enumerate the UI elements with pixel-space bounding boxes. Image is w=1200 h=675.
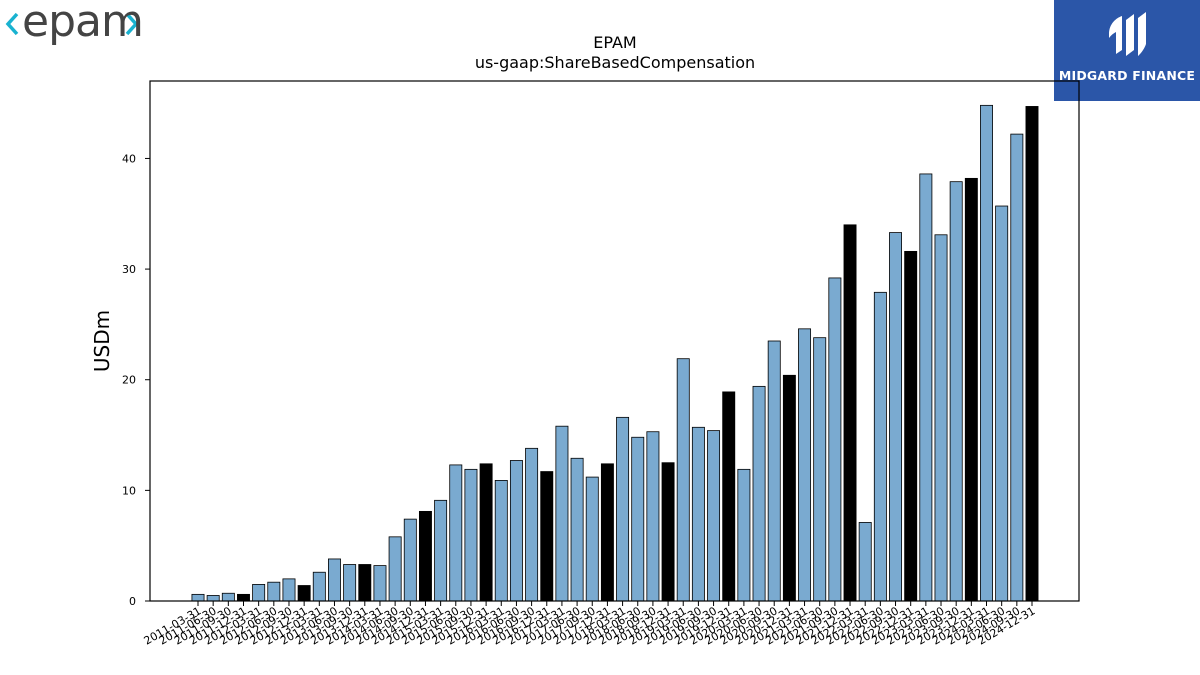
bar-2012-12-31: [297, 585, 311, 602]
bar-2018-06-30: [631, 436, 645, 602]
y-tick-label: 40: [122, 152, 136, 165]
bar-2012-06-30: [267, 581, 281, 602]
midgard-finance-text: MIDGARD FINANCE: [1058, 68, 1196, 83]
bar-2015-12-31: [479, 463, 493, 602]
x-axis: 2011-03-312011-06-302011-09-302011-12-31…: [142, 601, 1038, 648]
bar-2018-03-31: [616, 416, 630, 602]
bar-2015-06-30: [449, 464, 463, 602]
bar-2021-09-30: [828, 277, 842, 602]
bar-2012-03-31: [252, 584, 266, 602]
chart-title: EPAM: [593, 33, 636, 52]
y-axis-label: USDm: [90, 310, 114, 372]
bar-2024-09-30: [1010, 133, 1024, 602]
bar-2024-03-31: [980, 104, 993, 602]
bar-2011-06-30: [206, 595, 220, 602]
epam-logo: epam: [2, 0, 152, 56]
bar-2021-06-30: [813, 337, 827, 602]
bar-2023-12-31: [964, 177, 978, 602]
chart-subtitle: us-gaap:ShareBasedCompensation: [475, 53, 755, 72]
bar-2014-09-30: [403, 518, 417, 602]
bar-2019-06-30: [691, 426, 705, 602]
bar-2024-06-30: [995, 205, 1009, 602]
bar-2017-09-30: [585, 476, 599, 602]
y-tick-label: 30: [122, 263, 136, 276]
plot-frame: [149, 80, 1080, 602]
bar-2013-06-30: [328, 558, 341, 602]
bar-2021-03-31: [798, 328, 812, 602]
bar-2011-03-31: [191, 593, 205, 602]
bar-2019-12-31: [722, 391, 736, 602]
epam-logo-text: epam: [22, 0, 144, 47]
bar-2011-12-31: [237, 593, 250, 602]
bar-2013-03-31: [312, 571, 326, 602]
bar-2021-12-31: [843, 224, 857, 602]
bar-2023-06-30: [934, 234, 948, 602]
bar-2014-06-30: [388, 536, 402, 602]
bar-2014-12-31: [418, 510, 432, 602]
bar-2017-06-30: [570, 457, 584, 602]
bar-2018-09-30: [646, 431, 660, 602]
bar-2020-06-30: [752, 385, 766, 602]
bar-2014-03-31: [373, 565, 387, 602]
bar-2017-03-31: [555, 425, 569, 602]
bar-2015-03-31: [434, 499, 448, 602]
bar-2020-12-31: [782, 374, 796, 602]
bar-2019-09-30: [707, 430, 721, 602]
y-tick-label: 10: [122, 484, 136, 497]
bars-group: [191, 104, 1039, 602]
bar-2015-09-30: [464, 468, 478, 602]
midgard-finance-logo: MIDGARD FINANCE: [1054, 0, 1200, 101]
bar-2024-12-31: [1025, 106, 1039, 602]
left-bracket-icon: [5, 12, 19, 36]
midgard-mark-icon: [1109, 12, 1146, 56]
y-axis: 0 10 20 30 40: [122, 152, 150, 608]
right-bracket-icon: [125, 12, 139, 36]
bar-2016-03-31: [494, 480, 508, 602]
bar-2020-03-31: [737, 468, 751, 602]
bar-2022-09-30: [889, 232, 902, 602]
bar-2016-06-30: [509, 460, 523, 602]
bar-2019-03-31: [676, 358, 690, 602]
bar-2022-06-30: [873, 291, 887, 602]
bar-2020-09-30: [767, 340, 781, 602]
bar-2018-12-31: [661, 462, 675, 602]
bar-2023-03-31: [919, 173, 933, 602]
epam-logo-brackets: [5, 12, 139, 36]
bar-2016-09-30: [525, 447, 539, 602]
y-tick-label: 20: [122, 374, 136, 387]
bar-2016-12-31: [540, 471, 554, 602]
y-tick-label: 0: [129, 595, 136, 608]
bar-2011-09-30: [221, 592, 235, 602]
bar-2017-12-31: [600, 463, 614, 602]
bar-2013-12-31: [358, 564, 372, 602]
bar-2023-09-30: [949, 181, 963, 602]
bar-2022-03-31: [858, 522, 872, 602]
bar-2013-09-30: [343, 564, 357, 602]
bar-2012-09-30: [282, 578, 296, 602]
bar-2022-12-31: [904, 250, 918, 602]
